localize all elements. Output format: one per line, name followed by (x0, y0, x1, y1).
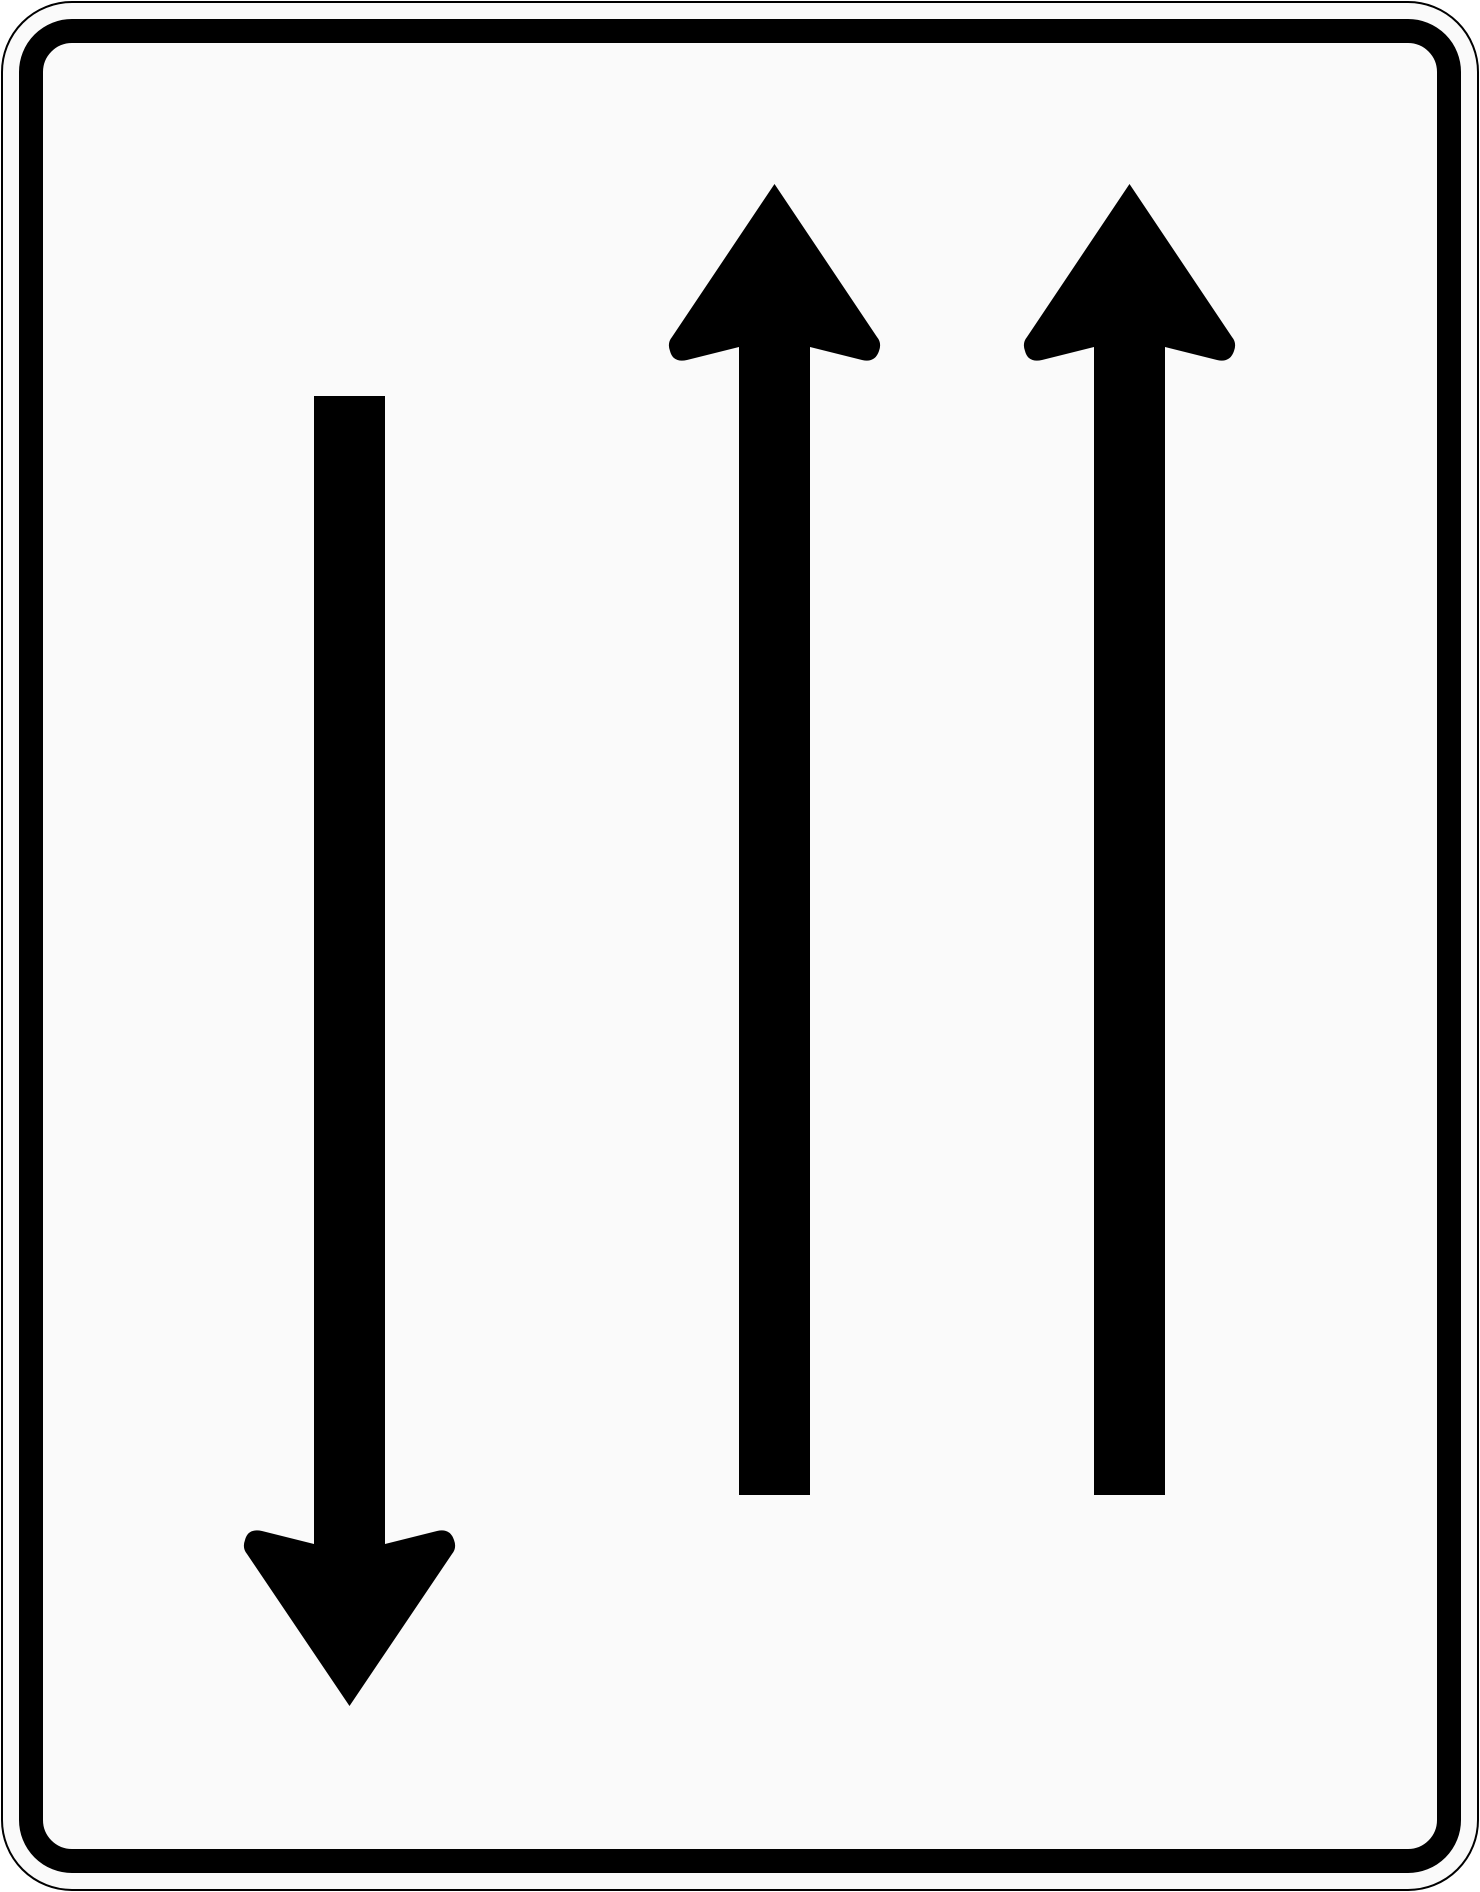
arrow-up-icon (1023, 184, 1236, 1495)
arrow-shaft (314, 396, 385, 1551)
arrow-shaft (1094, 340, 1165, 1495)
arrow-head (243, 1530, 456, 1706)
arrow-up-icon (668, 184, 881, 1495)
arrow-head (668, 184, 881, 361)
arrow-down-icon (243, 396, 456, 1706)
arrow-head (1023, 184, 1236, 361)
arrow-shaft (739, 340, 810, 1495)
